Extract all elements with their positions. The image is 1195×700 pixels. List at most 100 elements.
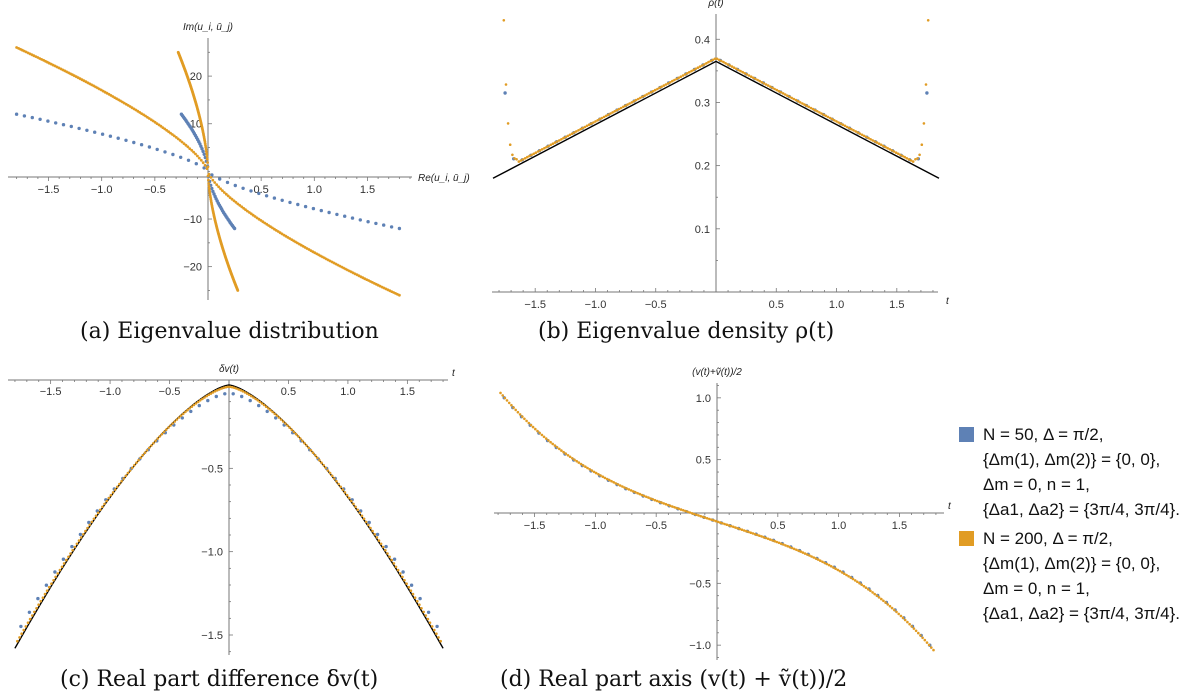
data-point (430, 625, 434, 628)
data-point (615, 108, 619, 112)
data-point (379, 542, 383, 546)
data-point (643, 94, 646, 97)
data-point (905, 157, 909, 160)
data-point (192, 150, 196, 154)
data-point (536, 150, 540, 153)
data-point (795, 548, 798, 552)
data-point (756, 78, 759, 82)
data-point (873, 592, 876, 596)
data-point (260, 402, 264, 405)
data-point (916, 157, 919, 160)
data-point (208, 189, 212, 193)
y-tick-label: 10 (190, 119, 202, 131)
data-point (186, 145, 190, 149)
data-point (616, 483, 620, 486)
data-point (766, 84, 770, 87)
data-point (367, 520, 371, 525)
data-point (798, 101, 802, 104)
data-point (207, 187, 211, 191)
data-point (692, 68, 695, 72)
legend-line: {Δa1, Δa2} = {3π/4, 3π/4}. (983, 500, 1180, 519)
data-point (618, 484, 622, 487)
data-point (588, 468, 591, 471)
data-point (779, 91, 783, 94)
data-point (77, 126, 81, 131)
data-point (249, 189, 253, 193)
data-point (78, 532, 83, 537)
data-point (339, 485, 343, 489)
data-point (625, 487, 628, 490)
data-point (873, 140, 877, 143)
y-tick-label: −10 (183, 214, 202, 226)
data-point (653, 88, 657, 92)
data-point (871, 591, 874, 594)
data-point (418, 603, 421, 606)
data-point (411, 592, 415, 596)
data-point (745, 73, 749, 76)
data-point (197, 403, 201, 408)
data-point (740, 528, 744, 531)
data-point (226, 194, 230, 198)
data-point (213, 181, 217, 184)
data-point (257, 403, 261, 408)
x-tick-label: 1.5 (360, 184, 375, 196)
data-point (333, 477, 336, 480)
data-point (907, 158, 911, 161)
data-point (923, 638, 927, 642)
data-point (681, 74, 685, 77)
data-point (897, 612, 900, 616)
data-point (847, 575, 850, 578)
data-point (70, 544, 74, 549)
data-point (206, 398, 210, 403)
data-point (732, 525, 735, 529)
data-point (926, 19, 930, 22)
data-point (675, 77, 678, 81)
data-point (303, 441, 306, 445)
data-point (94, 514, 98, 518)
data-point (362, 517, 366, 521)
data-point (30, 614, 34, 617)
data-point (502, 19, 506, 22)
data-point (38, 117, 42, 122)
data-point (273, 412, 277, 416)
data-point (92, 517, 96, 521)
data-point (15, 639, 19, 643)
data-point (641, 95, 644, 99)
data-point (228, 196, 232, 200)
data-point (205, 394, 208, 398)
data-point (506, 122, 510, 125)
data-point (116, 136, 120, 140)
data-point (555, 446, 559, 449)
data-point (721, 522, 724, 525)
legend-line: {Δm(1), Δm(2)} = {0, 0}, (983, 554, 1161, 573)
data-point (99, 508, 102, 512)
data-point (231, 392, 235, 396)
data-point (679, 75, 683, 78)
data-point (523, 417, 526, 421)
x-tick-label: 1.0 (340, 386, 355, 398)
data-point (820, 112, 823, 115)
data-point (723, 522, 726, 526)
data-point (267, 407, 270, 410)
data-point (921, 636, 924, 640)
data-point (269, 408, 272, 412)
data-point (246, 209, 249, 213)
data-point (786, 544, 789, 548)
reference-line (492, 60, 940, 179)
data-point (350, 216, 355, 220)
data-point (725, 523, 729, 526)
data-point (608, 478, 611, 482)
data-point (234, 200, 238, 204)
data-point (816, 110, 819, 113)
x-tick-label: −1.5 (38, 184, 60, 196)
data-point (575, 130, 578, 133)
data-point (145, 449, 149, 452)
data-point (664, 502, 668, 506)
data-point (529, 423, 533, 427)
data-point (649, 91, 653, 94)
data-point (426, 617, 430, 621)
data-point (549, 143, 553, 147)
data-point (709, 59, 712, 63)
data-point (281, 420, 285, 423)
data-point (656, 87, 659, 91)
